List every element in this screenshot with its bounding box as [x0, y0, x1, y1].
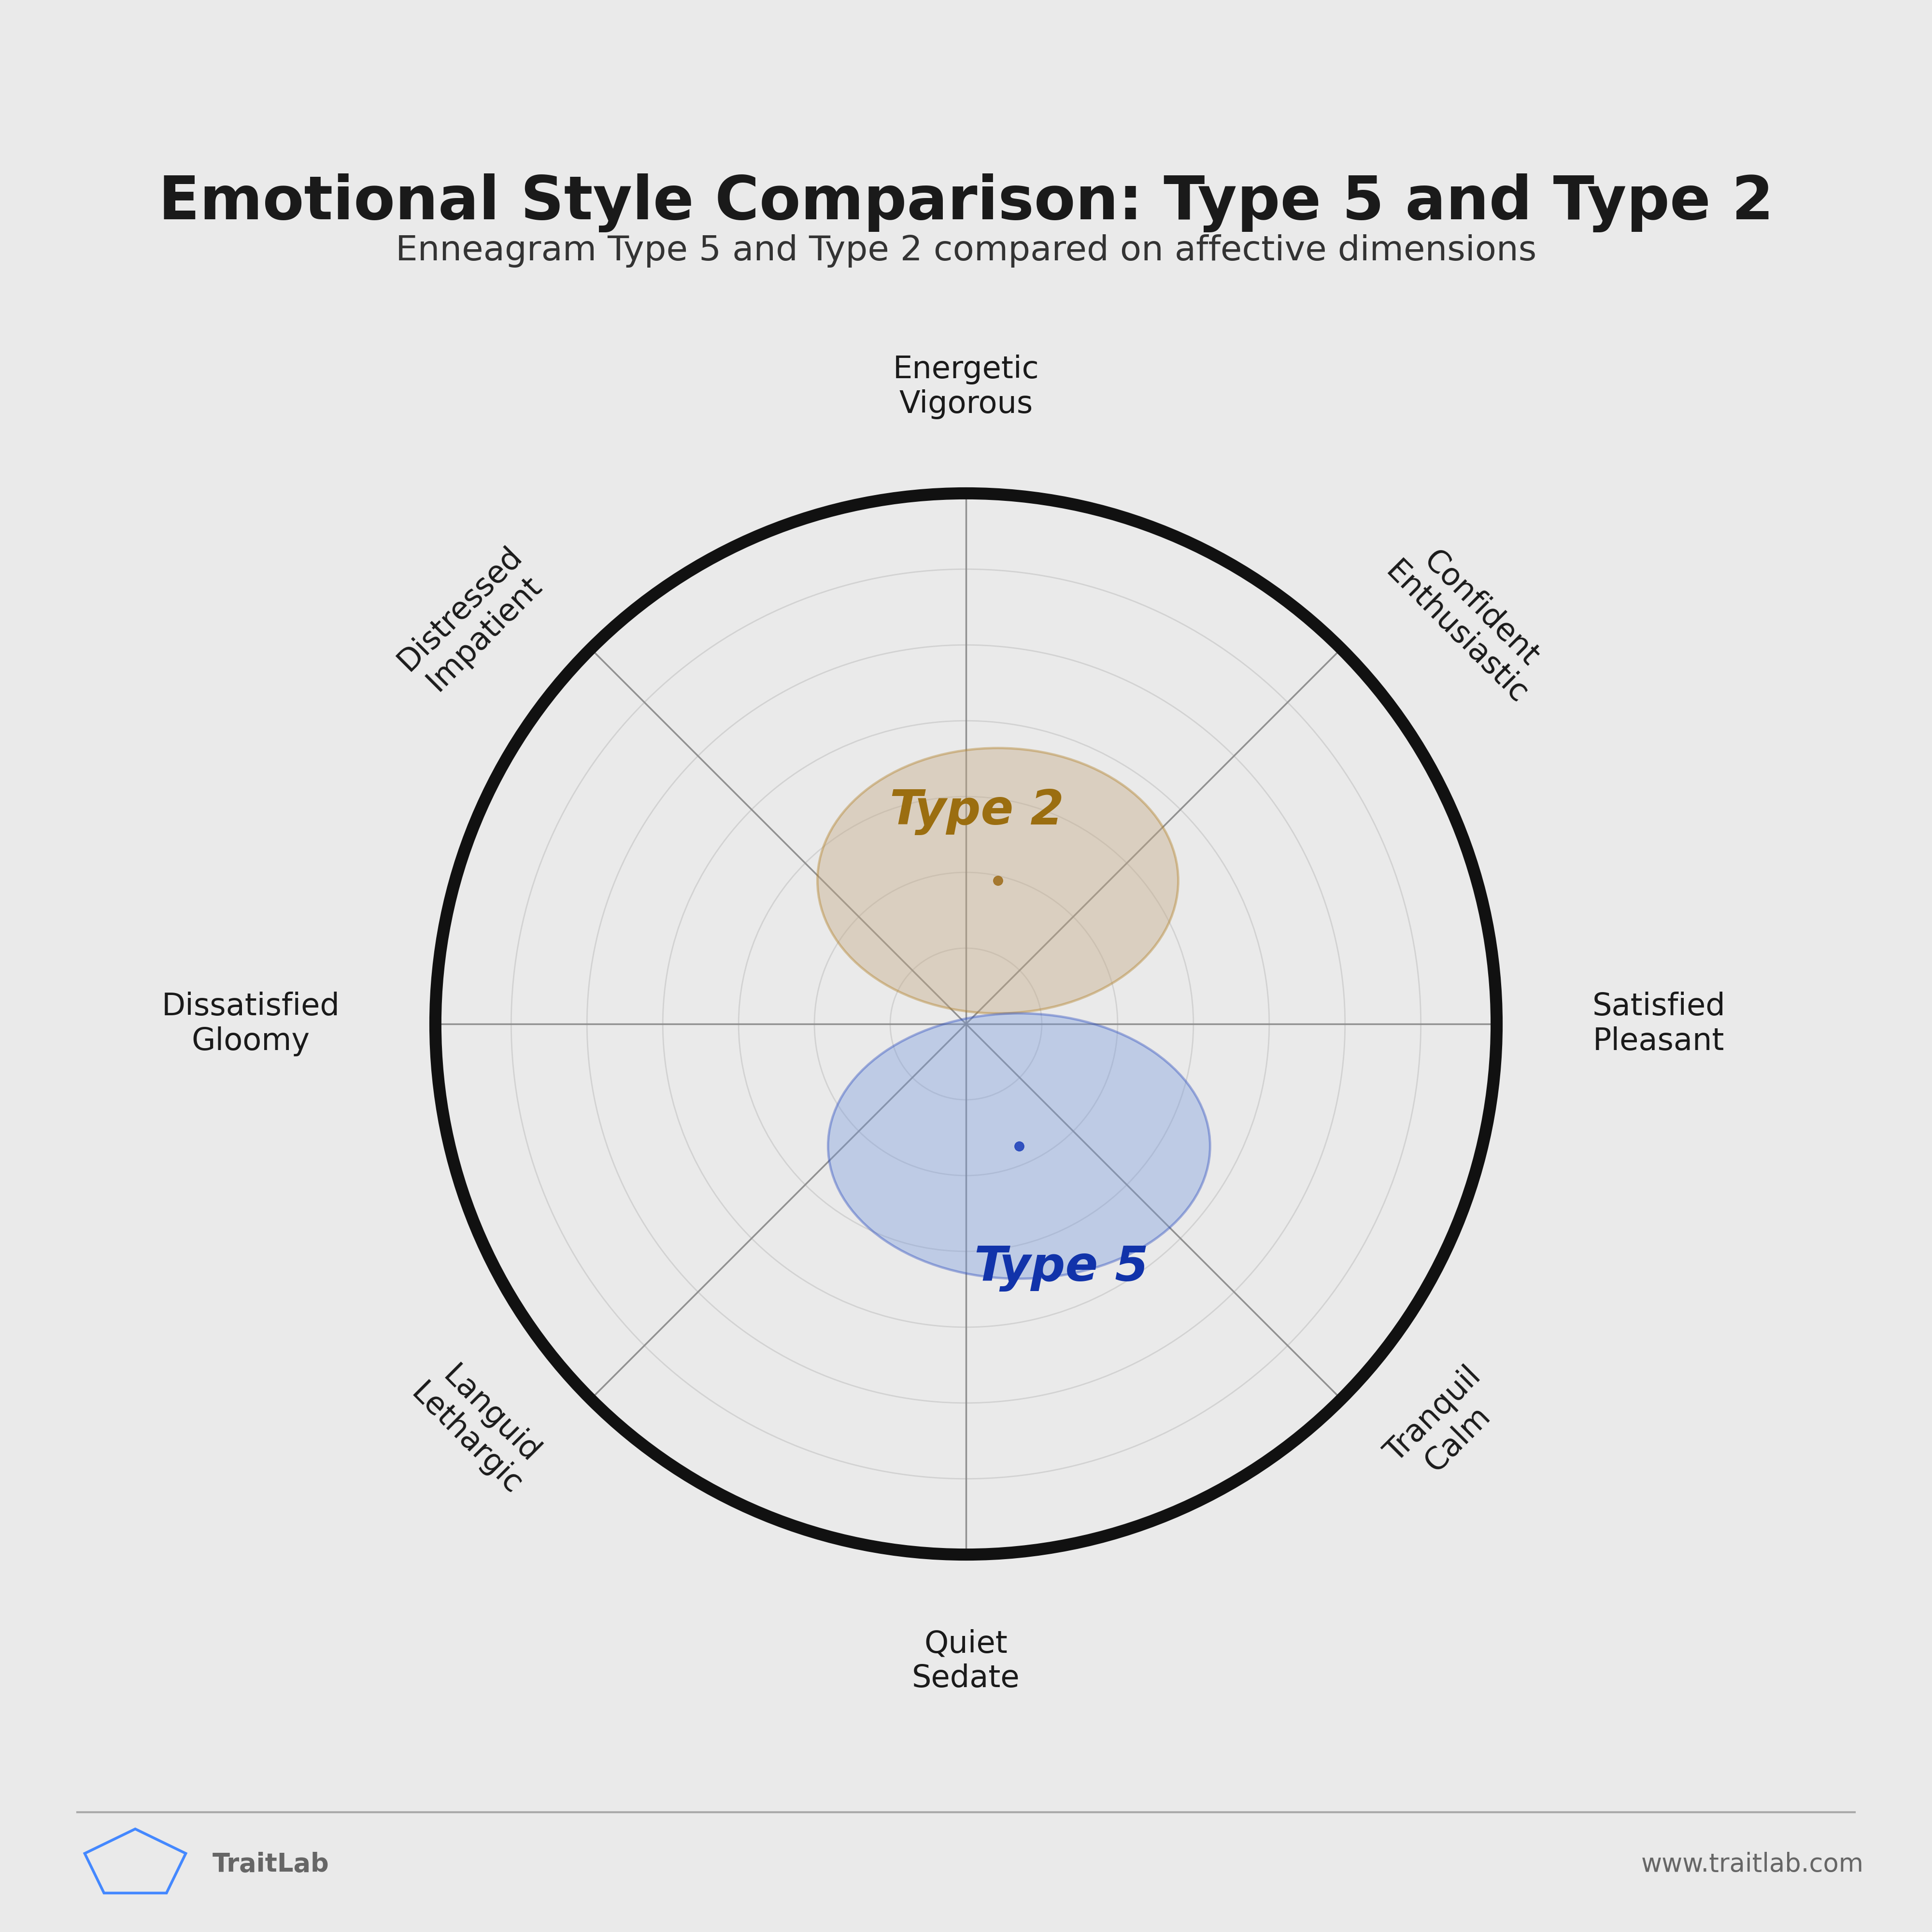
Text: Type 5: Type 5 — [974, 1244, 1150, 1291]
Text: Quiet
Sedate: Quiet Sedate — [912, 1629, 1020, 1694]
Ellipse shape — [829, 1014, 1209, 1279]
Ellipse shape — [817, 748, 1179, 1014]
Text: Distressed
Impatient: Distressed Impatient — [392, 541, 553, 701]
Text: Tranquil
Calm: Tranquil Calm — [1379, 1362, 1511, 1493]
Text: www.traitlab.com: www.traitlab.com — [1640, 1851, 1864, 1878]
Text: Type 2: Type 2 — [889, 788, 1065, 835]
Text: Emotional Style Comparison: Type 5 and Type 2: Emotional Style Comparison: Type 5 and T… — [158, 174, 1774, 232]
Text: Dissatisfied
Gloomy: Dissatisfied Gloomy — [162, 991, 340, 1057]
Text: Enneagram Type 5 and Type 2 compared on affective dimensions: Enneagram Type 5 and Type 2 compared on … — [396, 234, 1536, 269]
Text: Energetic
Vigorous: Energetic Vigorous — [893, 354, 1039, 419]
Text: Confident
Enthusiastic: Confident Enthusiastic — [1379, 531, 1557, 711]
Text: Languid
Lethargic: Languid Lethargic — [406, 1354, 553, 1501]
Text: Satisfied
Pleasant: Satisfied Pleasant — [1592, 991, 1725, 1057]
Text: TraitLab: TraitLab — [213, 1851, 328, 1878]
